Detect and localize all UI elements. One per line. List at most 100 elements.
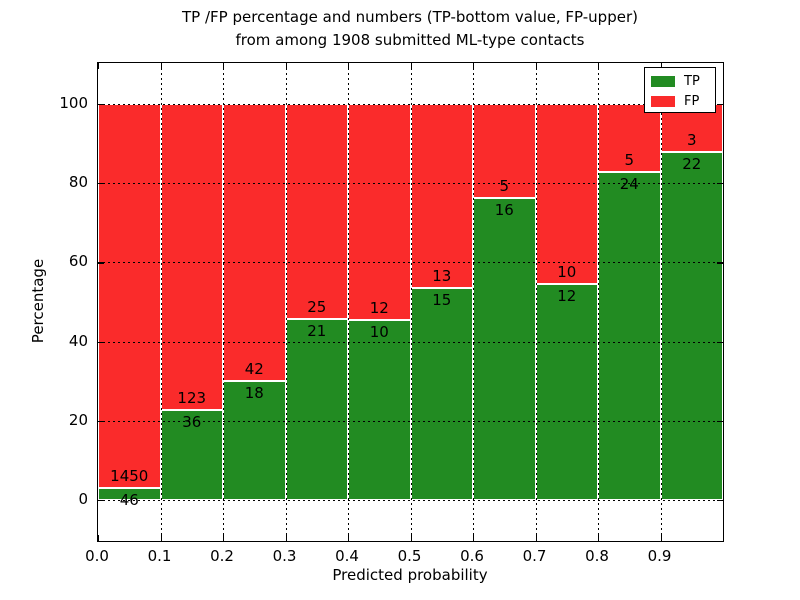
fp-bar-segment bbox=[160, 104, 223, 411]
y-tick-mark bbox=[98, 420, 104, 422]
chart-title-line2: from among 1908 submitted ML-type contac… bbox=[235, 31, 585, 49]
x-tick-label: 0.5 bbox=[397, 547, 422, 565]
tp-legend-label: TP bbox=[684, 74, 700, 89]
tp-count-label: 16 bbox=[494, 201, 514, 220]
tp-bar-segment bbox=[98, 487, 161, 500]
tp-count-label: 15 bbox=[432, 290, 452, 309]
grid-line-vertical bbox=[160, 63, 162, 541]
y-tick-label: 40 bbox=[68, 331, 88, 350]
tp-bar-segment bbox=[410, 287, 473, 500]
tp-count-label: 46 bbox=[119, 490, 139, 509]
legend-entry-tp: TP bbox=[651, 73, 715, 90]
fp-count-label: 42 bbox=[244, 360, 264, 379]
y-axis-label: Percentage bbox=[29, 258, 47, 344]
fp-bar-segment bbox=[535, 104, 598, 284]
tp-count-label: 21 bbox=[307, 322, 327, 341]
y-tick-mark bbox=[98, 183, 104, 185]
fp-count-label: 3 bbox=[686, 130, 697, 149]
y-tick-mark bbox=[98, 104, 104, 106]
fp-count-label: 1450 bbox=[110, 466, 149, 485]
fp-bar-segment bbox=[473, 104, 536, 199]
tp-bar-segment bbox=[535, 284, 598, 500]
x-tick-mark bbox=[160, 535, 162, 541]
x-tick-mark-top bbox=[660, 63, 662, 69]
x-tick-mark-top bbox=[160, 63, 162, 69]
y-tick-label: 100 bbox=[59, 94, 88, 113]
y-tick-label: 60 bbox=[68, 252, 88, 271]
x-tick-mark bbox=[348, 535, 350, 541]
x-tick-label: 0.1 bbox=[147, 547, 172, 565]
tp-count-label: 12 bbox=[557, 287, 577, 305]
x-tick-mark-top bbox=[598, 63, 600, 69]
tp-count-label: 22 bbox=[682, 154, 702, 173]
y-tick-mark-right bbox=[717, 183, 723, 185]
y-tick-label: 0 bbox=[78, 489, 88, 508]
x-tick-mark-top bbox=[473, 63, 475, 69]
legend-box: TP FP bbox=[644, 67, 716, 113]
x-tick-label: 0.8 bbox=[585, 547, 609, 565]
tp-legend-swatch bbox=[651, 76, 675, 87]
grid-line-vertical bbox=[473, 63, 474, 541]
tp-bar-segment bbox=[598, 172, 661, 500]
y-tick-mark bbox=[98, 341, 104, 343]
fp-count-label: 123 bbox=[177, 389, 207, 408]
y-tick-label: 80 bbox=[68, 173, 88, 192]
tp-bar-segment bbox=[285, 319, 348, 500]
x-tick-mark bbox=[410, 535, 412, 541]
y-tick-mark-right bbox=[717, 104, 723, 106]
x-tick-mark bbox=[223, 535, 225, 541]
tp-count-label: 36 bbox=[182, 413, 202, 432]
y-tick-mark-right bbox=[717, 420, 723, 422]
grid-line-vertical bbox=[223, 63, 224, 541]
x-tick-mark bbox=[98, 535, 100, 541]
chart-title-line1: TP /FP percentage and numbers (TP-bottom… bbox=[182, 8, 638, 26]
x-tick-mark bbox=[473, 535, 475, 541]
x-tick-label: 0.9 bbox=[647, 547, 672, 565]
x-tick-mark-top bbox=[535, 63, 537, 69]
x-axis-label: Predicted probability bbox=[332, 566, 488, 584]
x-tick-mark-top bbox=[410, 63, 412, 69]
fp-count-label: 5 bbox=[624, 151, 635, 170]
tp-count-label: 10 bbox=[369, 322, 389, 341]
fp-bar-segment bbox=[98, 104, 161, 488]
fp-legend-label: FP bbox=[684, 94, 700, 109]
fp-count-label: 25 bbox=[307, 298, 327, 317]
x-tick-label: 0.7 bbox=[522, 547, 547, 565]
plot-area: 1450 46 123 36 42 18 25 21 12 10 13 15 5 16 10 12 5 24 3 22 bbox=[97, 62, 724, 542]
fp-bar-segment bbox=[348, 104, 411, 320]
grid-line-vertical bbox=[410, 63, 412, 541]
tp-count-label: 18 bbox=[244, 384, 264, 403]
fp-bar-segment bbox=[285, 104, 348, 320]
grid-line-vertical bbox=[285, 63, 287, 541]
x-tick-mark bbox=[598, 535, 600, 541]
fp-legend-swatch bbox=[651, 96, 675, 107]
x-tick-label: 0.0 bbox=[85, 547, 109, 565]
fp-count-label: 12 bbox=[369, 298, 389, 317]
tp-bar-segment bbox=[660, 151, 723, 500]
tp-bar-segment bbox=[223, 381, 286, 500]
grid-line-vertical bbox=[598, 63, 599, 541]
x-tick-mark-top bbox=[285, 63, 287, 69]
fp-count-label: 10 bbox=[557, 263, 577, 281]
y-tick-label: 20 bbox=[68, 410, 88, 429]
x-tick-label: 0.2 bbox=[210, 547, 234, 565]
x-tick-mark bbox=[535, 535, 537, 541]
y-tick-mark-right bbox=[717, 262, 723, 264]
y-tick-mark bbox=[98, 262, 104, 264]
x-tick-mark-top bbox=[223, 63, 225, 69]
y-tick-mark-right bbox=[717, 341, 723, 343]
legend-entry-fp: FP bbox=[651, 93, 715, 110]
x-tick-label: 0.3 bbox=[272, 547, 297, 565]
grid-line-vertical bbox=[660, 63, 662, 541]
grid-line-vertical bbox=[348, 63, 349, 541]
tp-bar-segment bbox=[348, 319, 411, 500]
x-tick-label: 0.6 bbox=[460, 547, 484, 565]
tp-bar-segment bbox=[473, 198, 536, 500]
fp-count-label: 13 bbox=[432, 266, 452, 285]
tp-count-label: 24 bbox=[619, 175, 639, 194]
fp-count-label: 5 bbox=[499, 177, 510, 196]
x-tick-mark-top bbox=[98, 63, 100, 69]
y-tick-mark bbox=[98, 499, 104, 502]
tp-bar-segment bbox=[160, 410, 223, 500]
